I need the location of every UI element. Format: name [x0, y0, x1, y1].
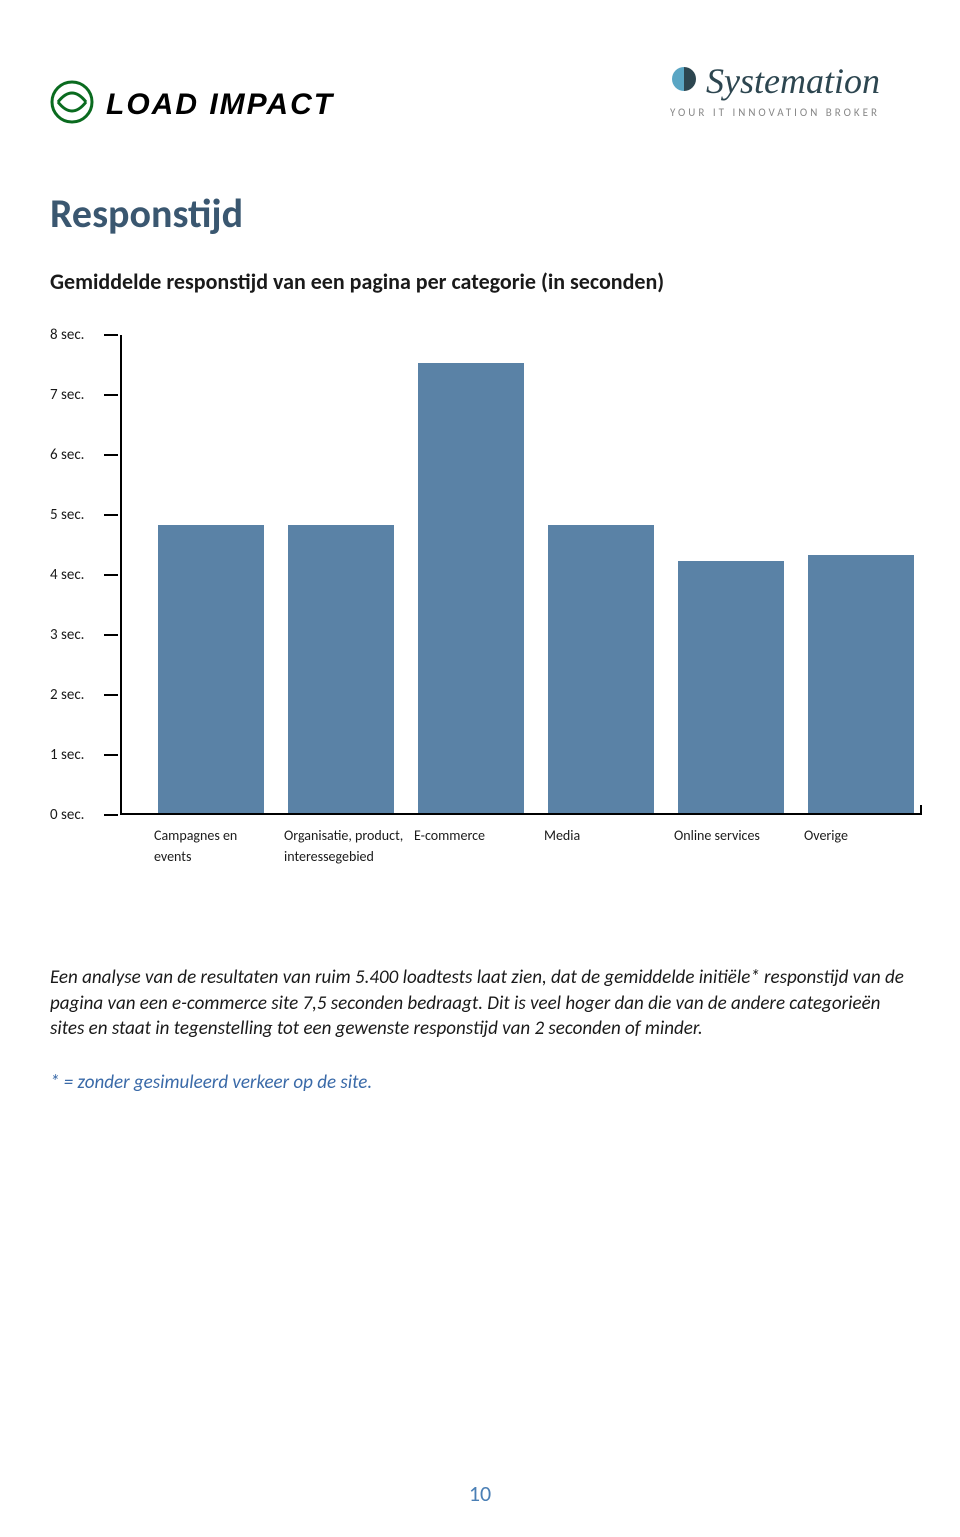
page-title: Responstijd [50, 189, 910, 238]
y-tick: 7 sec. [50, 386, 120, 404]
y-tick-mark [104, 754, 118, 756]
y-tick: 3 sec. [50, 626, 120, 644]
chart-plot-area: 4,84,87,54,84,24,3 [120, 335, 920, 815]
footnote-text: * = zonder gesimuleerd verkeer op de sit… [50, 1070, 910, 1096]
y-tick: 6 sec. [50, 446, 120, 464]
y-tick-mark [104, 514, 118, 516]
chart-bar: 4,2 [678, 561, 784, 813]
y-tick-label: 0 sec. [50, 806, 98, 824]
y-tick-label: 6 sec. [50, 446, 98, 464]
y-tick: 1 sec. [50, 746, 120, 764]
x-category-label: Overige [804, 825, 924, 846]
y-tick-label: 5 sec. [50, 506, 98, 524]
y-tick-label: 2 sec. [50, 686, 98, 704]
y-tick-mark [104, 814, 118, 816]
bar-value-label: 7,5 [418, 335, 524, 359]
page-content: Responstijd Gemiddelde responstijd van e… [0, 129, 960, 1096]
chart-bar: 4,8 [548, 525, 654, 813]
y-tick-mark [104, 634, 118, 636]
y-tick-label: 8 sec. [50, 326, 98, 344]
bar-chart: 8 sec.7 sec.6 sec.5 sec.4 sec.3 sec.2 se… [50, 335, 920, 905]
load-impact-icon [50, 80, 94, 129]
chart-bar: 7,5 [418, 363, 524, 813]
y-tick-mark [104, 334, 118, 336]
page-header: LOAD IMPACT Systemation YOUR IT INNOVATI… [0, 0, 960, 129]
y-tick-mark [104, 694, 118, 696]
chart-bar: 4,8 [158, 525, 264, 813]
bar-value-label: 4,8 [158, 497, 264, 521]
logo-systemation: Systemation YOUR IT INNOVATION BROKER [670, 60, 880, 119]
x-category-label: Media [544, 825, 664, 846]
x-axis-end-tick [920, 805, 922, 815]
y-tick-label: 4 sec. [50, 566, 98, 584]
bar-value-label: 4,8 [288, 497, 394, 521]
chart-subtitle: Gemiddelde responstijd van een pagina pe… [50, 268, 910, 295]
x-category-label: Online services [674, 825, 794, 846]
y-tick-mark [104, 574, 118, 576]
y-tick-mark [104, 454, 118, 456]
x-category-label: Organisatie, product, interessegebied [284, 825, 404, 867]
bar-value-label: 4,3 [808, 527, 914, 551]
chart-bar: 4,8 [288, 525, 394, 813]
analysis-paragraph: Een analyse van de resultaten van ruim 5… [50, 965, 910, 1042]
x-category-label: Campagnes en events [154, 825, 274, 867]
y-tick-mark [104, 394, 118, 396]
y-tick-label: 3 sec. [50, 626, 98, 644]
x-category-label: E-commerce [414, 825, 534, 846]
page-number: 10 [0, 1480, 960, 1507]
y-tick: 5 sec. [50, 506, 120, 524]
logo-systemation-text: Systemation [706, 60, 880, 102]
y-tick-label: 7 sec. [50, 386, 98, 404]
logo-systemation-tagline: YOUR IT INNOVATION BROKER [670, 106, 880, 119]
bar-value-label: 4,2 [678, 533, 784, 557]
chart-bar: 4,3 [808, 555, 914, 813]
systemation-icon [670, 65, 698, 98]
y-tick: 4 sec. [50, 566, 120, 584]
logo-load-impact-text: LOAD IMPACT [106, 88, 334, 122]
bar-value-label: 4,8 [548, 497, 654, 521]
y-tick: 0 sec. [50, 806, 120, 824]
y-axis: 8 sec.7 sec.6 sec.5 sec.4 sec.3 sec.2 se… [50, 335, 120, 815]
y-tick: 2 sec. [50, 686, 120, 704]
logo-load-impact: LOAD IMPACT [50, 80, 334, 129]
y-tick: 8 sec. [50, 326, 120, 344]
x-axis-labels: Campagnes en eventsOrganisatie, product,… [120, 825, 920, 895]
y-tick-label: 1 sec. [50, 746, 98, 764]
